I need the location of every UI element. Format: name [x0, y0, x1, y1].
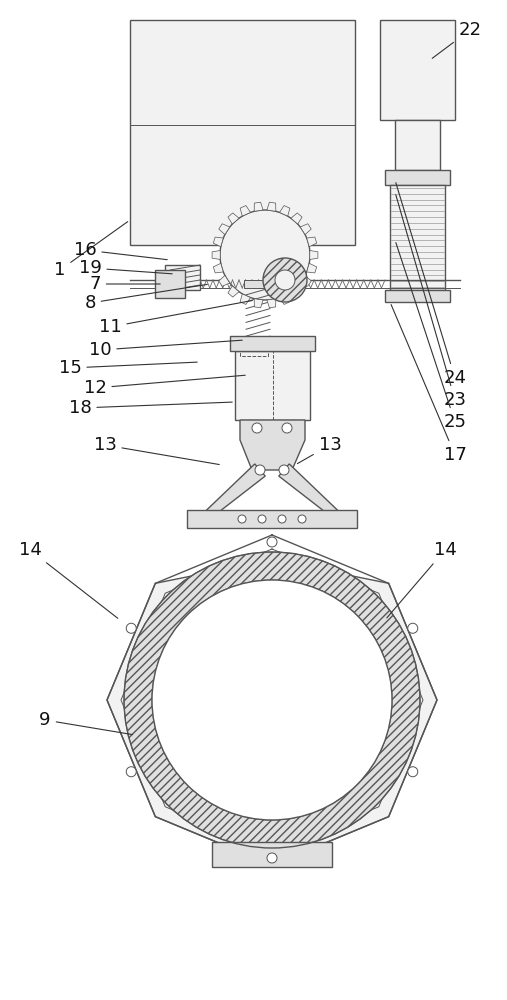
Text: 17: 17: [391, 305, 466, 464]
Bar: [235, 351, 310, 420]
Circle shape: [408, 767, 418, 777]
Text: 22: 22: [432, 21, 482, 58]
Text: 18: 18: [68, 399, 232, 417]
Polygon shape: [228, 286, 239, 297]
Text: 14: 14: [387, 541, 456, 618]
Circle shape: [275, 270, 295, 290]
Bar: [390, 185, 445, 290]
Circle shape: [408, 623, 418, 633]
Bar: [230, 336, 315, 351]
Text: 11: 11: [99, 301, 252, 336]
Polygon shape: [213, 237, 223, 247]
Polygon shape: [291, 213, 302, 224]
Text: 12: 12: [84, 375, 245, 397]
Polygon shape: [300, 275, 311, 286]
Circle shape: [267, 537, 277, 547]
Text: 10: 10: [89, 340, 242, 359]
Text: 1: 1: [54, 222, 128, 279]
Text: 7: 7: [89, 275, 160, 293]
Polygon shape: [279, 206, 290, 216]
Bar: [130, 20, 355, 245]
Text: 13: 13: [298, 436, 341, 464]
Bar: [212, 842, 332, 867]
Text: 13: 13: [94, 436, 219, 465]
Circle shape: [263, 258, 307, 302]
Polygon shape: [279, 464, 345, 523]
Wedge shape: [124, 552, 420, 848]
Polygon shape: [240, 294, 250, 304]
Polygon shape: [310, 251, 318, 259]
Circle shape: [126, 767, 136, 777]
Circle shape: [278, 515, 286, 523]
Bar: [244, 343, 272, 351]
Circle shape: [282, 423, 292, 433]
Polygon shape: [107, 560, 437, 865]
Polygon shape: [199, 464, 265, 523]
Text: 24: 24: [396, 183, 466, 387]
Bar: [385, 290, 450, 302]
Text: 19: 19: [79, 259, 172, 277]
Polygon shape: [228, 213, 239, 224]
Polygon shape: [213, 263, 223, 273]
Bar: [240, 350, 268, 356]
Circle shape: [258, 515, 266, 523]
Polygon shape: [307, 237, 317, 247]
Circle shape: [279, 465, 289, 475]
Text: 16: 16: [74, 241, 167, 260]
Bar: [395, 120, 440, 170]
Polygon shape: [291, 286, 302, 297]
Text: 8: 8: [84, 284, 207, 312]
Circle shape: [220, 210, 310, 300]
Circle shape: [126, 623, 136, 633]
Polygon shape: [240, 206, 250, 216]
Circle shape: [238, 515, 246, 523]
Polygon shape: [219, 275, 230, 286]
Text: 25: 25: [396, 243, 466, 431]
Polygon shape: [300, 224, 311, 235]
Polygon shape: [212, 251, 220, 259]
Circle shape: [267, 853, 277, 863]
Polygon shape: [267, 299, 276, 308]
Polygon shape: [279, 294, 290, 304]
Polygon shape: [254, 202, 263, 211]
Bar: [165, 265, 200, 290]
Polygon shape: [254, 299, 263, 308]
Polygon shape: [187, 510, 357, 528]
Circle shape: [252, 423, 262, 433]
Circle shape: [255, 465, 265, 475]
Bar: [244, 280, 272, 288]
Polygon shape: [240, 420, 305, 470]
Circle shape: [152, 580, 392, 820]
Polygon shape: [267, 202, 276, 211]
Text: 15: 15: [59, 359, 197, 377]
Bar: [380, 20, 455, 120]
Bar: [155, 270, 185, 298]
Text: 14: 14: [19, 541, 118, 618]
Text: 23: 23: [396, 195, 466, 409]
Bar: [385, 170, 450, 185]
Text: 9: 9: [39, 711, 132, 735]
Circle shape: [298, 515, 306, 523]
Polygon shape: [307, 263, 317, 273]
Polygon shape: [219, 224, 230, 235]
